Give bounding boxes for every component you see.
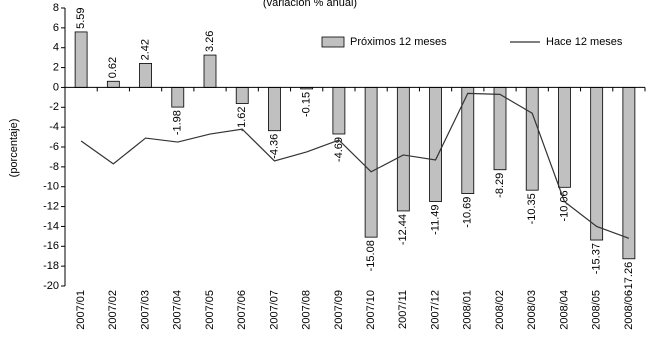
x-tick-label: 2007/04 [172, 290, 184, 330]
value-label: 2.42 [139, 39, 151, 60]
value-label: -10.06 [558, 190, 570, 221]
value-label: -1.98 [172, 110, 184, 135]
legend-label: Próximos 12 meses [350, 36, 447, 48]
x-tick-label: 2007/10 [365, 290, 377, 330]
x-tick-label: 2007/02 [107, 290, 119, 330]
y-tick-label: -4 [49, 121, 59, 133]
bar [493, 87, 507, 171]
x-tick-label: 2008/04 [558, 290, 570, 330]
x-tick-label: 2007/09 [333, 290, 345, 330]
bar [332, 87, 346, 135]
y-tick-label: -12 [43, 200, 59, 212]
x-tick-label: 2008/02 [494, 290, 506, 330]
x-tick-label: 2007/07 [268, 290, 280, 330]
x-tick-label: 2007/05 [204, 290, 216, 330]
x-tick-label: 2007/03 [139, 290, 151, 330]
legend-label: Hace 12 meses [546, 36, 623, 48]
y-tick-label: -6 [49, 141, 59, 153]
y-tick-label: -18 [43, 260, 59, 272]
bar [268, 87, 281, 132]
bar [106, 80, 120, 88]
bar [558, 87, 571, 188]
x-tick-label: 2008/01 [462, 290, 474, 330]
value-label: -4.36 [268, 134, 280, 159]
y-tick-label: 6 [53, 22, 59, 34]
bar [74, 31, 88, 88]
x-tick-label: 2007/08 [301, 290, 313, 330]
bar [235, 87, 249, 104]
bar [622, 87, 636, 260]
y-tick-label: -16 [43, 240, 59, 252]
y-tick-label: -8 [49, 161, 59, 173]
bar [171, 87, 185, 108]
y-axis-label: (porcentaje) [8, 119, 20, 178]
x-tick-label: 2007/11 [397, 290, 409, 329]
value-label: 5.59 [75, 8, 87, 29]
value-label: 3.26 [204, 31, 216, 52]
value-label: -10.69 [462, 197, 474, 228]
bar [429, 87, 442, 202]
bar [203, 54, 217, 88]
value-label: -15.08 [365, 240, 377, 271]
value-label: -8.29 [494, 173, 506, 198]
y-tick-label: -14 [43, 220, 59, 232]
bar [525, 87, 539, 191]
y-tick-label: -2 [49, 101, 59, 113]
value-label: -15.37 [591, 243, 603, 274]
y-tick-label: 2 [53, 61, 59, 73]
x-tick-label: 2007/12 [429, 290, 441, 330]
y-tick-label: 8 [53, 2, 59, 14]
legend-swatch [321, 36, 345, 48]
x-tick-label: 2008/05 [591, 290, 603, 330]
value-label: -17.26 [623, 262, 635, 293]
x-tick-label: 2008/06 [623, 290, 635, 330]
x-tick-label: 2007/01 [75, 290, 87, 330]
bar [139, 63, 152, 88]
value-label: -1.62 [236, 107, 248, 132]
x-tick-label: 2008/03 [526, 290, 538, 330]
y-tick-label: -20 [43, 280, 59, 292]
y-tick-label: -10 [43, 181, 59, 193]
value-label: -12.44 [397, 214, 409, 245]
value-label: -11.49 [429, 205, 441, 235]
chart-subtitle: (variación % anual) [263, 0, 357, 9]
line [80, 92, 630, 239]
x-tick-label: 2007/06 [236, 290, 248, 330]
y-tick-label: 0 [53, 81, 59, 93]
bar [396, 87, 410, 212]
value-label: 0.62 [107, 57, 119, 78]
bar [590, 87, 604, 241]
value-label: -10.35 [526, 193, 538, 224]
value-label: -0.15 [301, 92, 313, 117]
bar [364, 87, 378, 238]
y-tick-label: 4 [53, 42, 59, 54]
